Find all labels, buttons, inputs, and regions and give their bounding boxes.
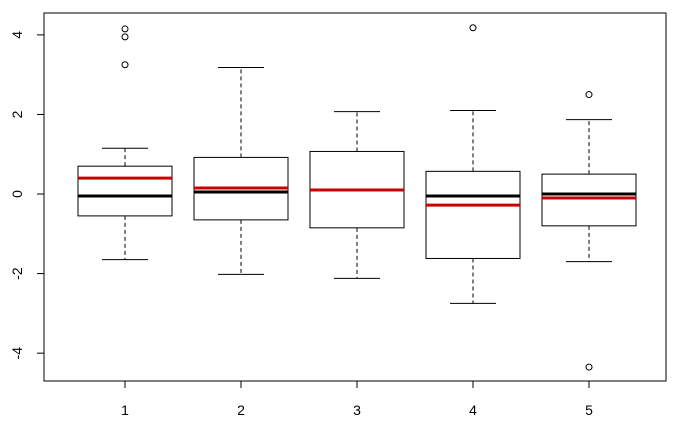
box-group-5 (541, 91, 637, 371)
box-group-2 (193, 67, 289, 275)
y-tick-label: 2 (9, 110, 25, 118)
outlier-point (585, 91, 593, 99)
boxes-layer (77, 24, 637, 371)
box-group-1 (77, 25, 173, 261)
outlier-point (121, 33, 129, 41)
box-group-3 (309, 111, 405, 279)
x-tick-label: 2 (237, 402, 245, 418)
x-tick-label: 1 (121, 402, 129, 418)
x-tick-label: 5 (585, 402, 593, 418)
x-tick-label: 4 (469, 402, 477, 418)
box-iqr (77, 165, 173, 217)
y-tick-label: 4 (9, 31, 25, 39)
box-group-4 (425, 24, 521, 304)
box-iqr (541, 173, 637, 227)
y-tick-label: -2 (9, 267, 25, 280)
outlier-point (121, 25, 129, 33)
y-tick-label: 0 (9, 190, 25, 198)
box-iqr (425, 170, 521, 259)
outlier-point (469, 24, 477, 32)
outlier-point (585, 363, 593, 371)
x-tick-label: 3 (353, 402, 361, 418)
y-tick-label: -4 (9, 347, 25, 360)
x-axis: 1 2 3 4 5 (121, 380, 593, 418)
y-axis: -4 -2 0 2 4 (9, 31, 45, 360)
outlier-point (121, 61, 129, 69)
